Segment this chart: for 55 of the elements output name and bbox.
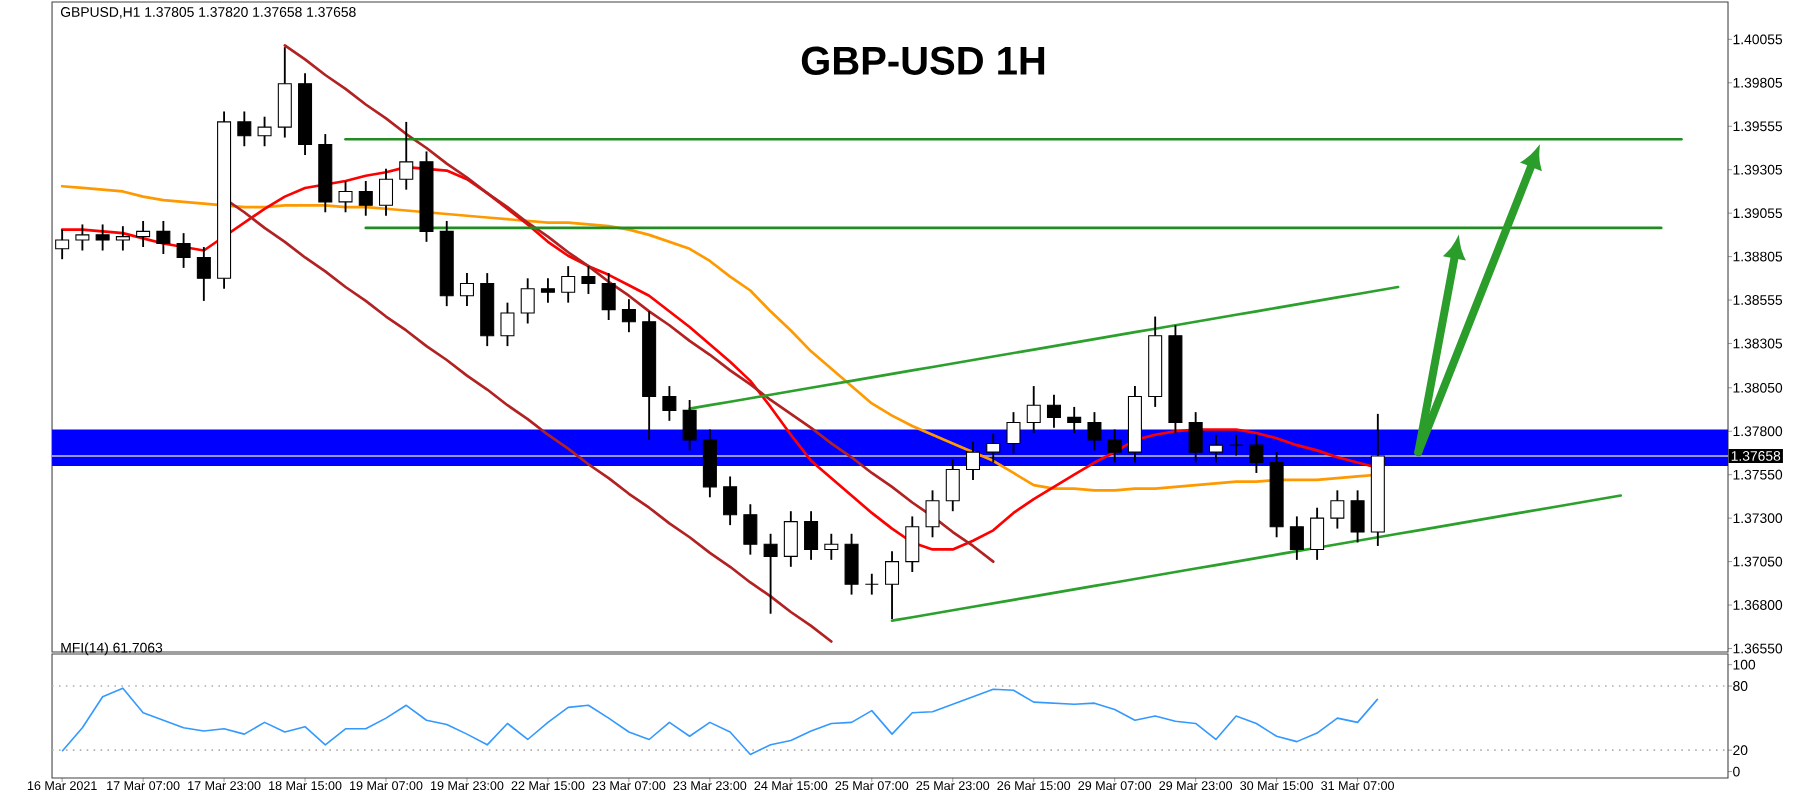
candlestick xyxy=(75,223,90,252)
candlestick xyxy=(682,399,697,452)
candlestick xyxy=(1087,411,1102,452)
candlestick xyxy=(500,301,515,348)
candlestick xyxy=(338,180,353,214)
candlestick xyxy=(763,532,778,615)
candlestick xyxy=(1188,411,1203,464)
candlestick xyxy=(621,298,636,334)
candlestick xyxy=(561,265,576,304)
candlestick xyxy=(277,46,292,139)
candlestick xyxy=(905,515,920,573)
candlestick xyxy=(945,458,960,513)
candlestick xyxy=(824,532,839,561)
candlestick xyxy=(1350,489,1365,544)
candlestick xyxy=(783,510,798,568)
candlestick xyxy=(1249,433,1264,474)
candlestick xyxy=(844,532,859,596)
candlestick xyxy=(1289,515,1304,561)
candlestick xyxy=(540,277,555,304)
candlestick xyxy=(581,265,596,295)
candlestick xyxy=(257,115,272,148)
candlestick xyxy=(804,510,819,561)
candlestick xyxy=(1067,405,1082,434)
candlestick xyxy=(176,232,191,269)
candlestick xyxy=(601,272,616,321)
candlestick xyxy=(723,475,738,527)
candlestick xyxy=(399,120,414,191)
candlestick xyxy=(1310,506,1325,561)
candlestick xyxy=(379,167,394,217)
candlestick xyxy=(1046,393,1061,429)
candlestick xyxy=(1208,433,1223,464)
candlestick xyxy=(55,228,70,261)
candlestick xyxy=(459,272,474,308)
candlestick xyxy=(237,110,252,148)
candlestick xyxy=(1330,489,1345,530)
candlestick xyxy=(115,225,130,252)
candlestick xyxy=(1026,385,1041,434)
candlestick xyxy=(1107,428,1122,464)
candlestick xyxy=(743,503,758,556)
candlestick xyxy=(358,180,373,217)
candlestick xyxy=(136,220,151,248)
candlestick xyxy=(520,277,535,325)
candlestick xyxy=(885,550,900,620)
candlestick xyxy=(662,385,677,422)
candlestick xyxy=(1006,411,1021,455)
candlestick xyxy=(1229,433,1244,457)
candlestick xyxy=(702,428,717,499)
candlestick xyxy=(196,246,211,302)
candlestick xyxy=(156,220,171,255)
candlestick xyxy=(925,489,940,539)
candlestick xyxy=(95,223,110,252)
text: GBP-USD 1H xyxy=(801,46,1045,75)
candlestick xyxy=(965,440,981,481)
candlestick xyxy=(986,432,1001,464)
candlestick xyxy=(864,572,879,596)
